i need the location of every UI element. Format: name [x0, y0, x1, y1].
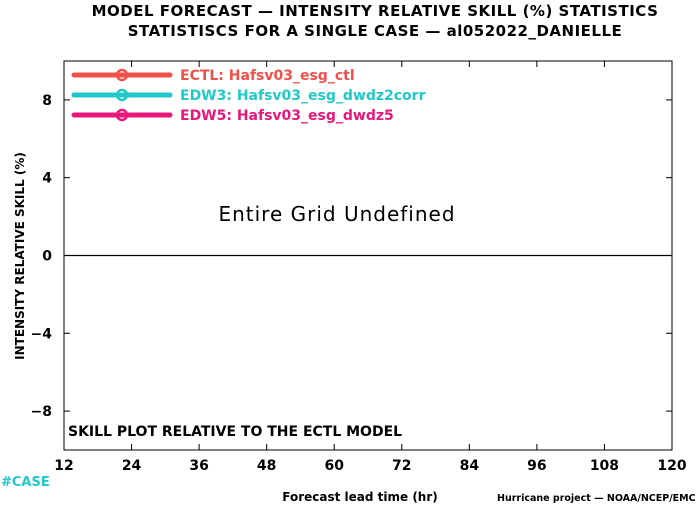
y-tick-label: 8: [42, 93, 52, 109]
chart-subtitle: STATISTISCS FOR A SINGLE CASE — al052022…: [128, 22, 623, 40]
x-tick-label: 24: [122, 458, 142, 474]
legend-marker: [115, 88, 129, 102]
legend-label: EDW5: Hafsv03_esg_dwdz5: [180, 108, 394, 124]
x-tick-label: 96: [527, 458, 546, 474]
x-tick-label: 72: [392, 458, 411, 474]
legend: ECTL: Hafsv03_esg_ctl EDW3: Hafsv03_esg_d…: [71, 68, 426, 124]
x-tick-label: 36: [189, 458, 208, 474]
y-axis-label: INTENSITY RELATIVE SKILL (%): [13, 152, 27, 360]
x-tick-label: 84: [460, 458, 480, 474]
credit-text: Hurricane project — NOAA/NCEP/EMC: [497, 493, 696, 504]
y-tick-label: 4: [42, 171, 52, 187]
legend-label: EDW3: Hafsv03_esg_dwdz2corr: [180, 88, 426, 104]
y-axis: 8 4 0 −4 −8: [31, 93, 672, 420]
x-tick-label: 108: [590, 458, 619, 474]
x-tick-label: 120: [657, 458, 686, 474]
x-axis-label: Forecast lead time (hr): [282, 490, 438, 504]
chart-title: MODEL FORECAST — INTENSITY RELATIVE SKIL…: [92, 2, 659, 20]
x-tick-label: 48: [257, 458, 276, 474]
skill-plot-note: SKILL PLOT RELATIVE TO THE ECTL MODEL: [68, 424, 402, 440]
legend-marker: [115, 68, 129, 82]
y-tick-label: −4: [31, 326, 53, 342]
x-tick-label: 60: [324, 458, 344, 474]
legend-label: ECTL: Hafsv03_esg_ctl: [180, 68, 355, 84]
y-tick-label: −8: [31, 404, 52, 420]
undefined-grid-note: Entire Grid Undefined: [218, 202, 455, 226]
legend-marker: [115, 108, 129, 122]
x-axis: 12 24 36 48 60 72 84 96 108 120: [54, 61, 687, 474]
x-tick-label: 12: [54, 458, 73, 474]
case-label: #CASE: [1, 475, 50, 490]
y-tick-label: 0: [42, 249, 52, 265]
